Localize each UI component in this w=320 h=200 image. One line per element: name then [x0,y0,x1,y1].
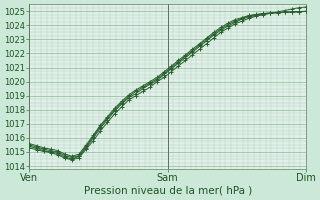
X-axis label: Pression niveau de la mer( hPa ): Pression niveau de la mer( hPa ) [84,186,252,196]
